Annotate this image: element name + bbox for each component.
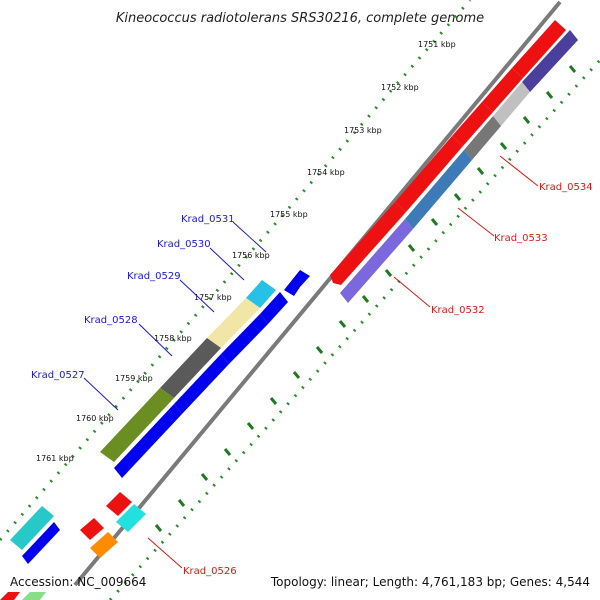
gene-label-Krad_0528[interactable]: Krad_0528	[84, 315, 138, 326]
scale-track-inner	[108, 58, 600, 600]
gene-red[interactable]	[512, 20, 566, 78]
gene-Krad_0531[interactable]	[284, 270, 310, 296]
gene-Krad_0534[interactable]	[522, 30, 578, 92]
tick-label: 1755 kbp	[270, 210, 308, 219]
gene-Krad_0533[interactable]	[405, 150, 472, 229]
tick-label: 1761 kbp	[36, 454, 74, 463]
genome-backbone	[73, 0, 562, 587]
tick-label: 1754 kbp	[307, 168, 345, 177]
tick-label: 1753 kbp	[344, 126, 382, 135]
accession-text: Accession: NC_009664	[10, 575, 146, 589]
gene-Krad_0532[interactable]	[340, 219, 413, 303]
gene-label-Krad_0529[interactable]: Krad_0529	[127, 271, 181, 282]
tick-label: 1752 kbp	[381, 83, 419, 92]
gene-Krad_0528-fwd[interactable]	[221, 314, 268, 364]
gene-cyan[interactable]	[116, 504, 146, 532]
gene-blue[interactable]	[174, 354, 229, 414]
tick-label: 1758 kbp	[154, 334, 192, 343]
gene-blue[interactable]	[114, 404, 182, 478]
gene-Krad_0533-part[interactable]	[464, 116, 501, 160]
gene-label-Krad_0531[interactable]: Krad_0531	[181, 214, 235, 225]
gene-red[interactable]	[330, 202, 406, 285]
forward-label-leaders	[83, 221, 267, 411]
gene-blue[interactable]	[22, 522, 60, 564]
tick-label: 1751 kbp	[418, 40, 456, 49]
lower-genes	[80, 492, 146, 558]
gene-red[interactable]	[0, 592, 20, 600]
gene-Krad_0527[interactable]	[100, 388, 174, 462]
gene-Krad_0528[interactable]	[160, 338, 221, 398]
topology-text: Topology: linear; Length: 4,761,183 bp; …	[270, 575, 590, 589]
gene-label-Krad_0526[interactable]: Krad_0526	[183, 566, 237, 577]
reverse-strand-genes	[330, 20, 578, 303]
gene-green[interactable]	[22, 592, 46, 600]
gene-red[interactable]	[395, 136, 463, 212]
gene-Krad_0530[interactable]	[246, 280, 276, 308]
gene-label-Krad_0532[interactable]: Krad_0532	[431, 305, 485, 316]
gene-label-Krad_0533[interactable]: Krad_0533	[494, 233, 548, 244]
forward-strand-genes	[10, 270, 310, 564]
tick-label: 1756 kbp	[232, 251, 270, 260]
gene-blue[interactable]	[260, 292, 288, 324]
tick-label: 1759 kbp	[115, 374, 153, 383]
gene-Krad_0526[interactable]	[90, 532, 118, 558]
gene-Krad_0529[interactable]	[207, 298, 260, 348]
gene-label-Krad_0527[interactable]: Krad_0527	[31, 370, 85, 381]
map-title: Kineococcus radiotolerans SRS30216, comp…	[116, 11, 484, 26]
gene-grey[interactable]	[493, 82, 530, 126]
tick-label: 1757 kbp	[194, 293, 232, 302]
gene-red[interactable]	[482, 68, 523, 112]
gene-red[interactable]	[80, 518, 104, 540]
gene-cyan[interactable]	[10, 506, 54, 550]
gene-red[interactable]	[106, 492, 132, 516]
gene-label-Krad_0534[interactable]: Krad_0534	[539, 182, 593, 193]
gene-label-Krad_0530[interactable]: Krad_0530	[157, 239, 211, 250]
gene-red[interactable]	[452, 102, 493, 146]
reverse-label-leaders	[147, 155, 539, 569]
inner-major-ticks	[154, 65, 577, 532]
tick-label: 1760 kbp	[76, 414, 114, 423]
